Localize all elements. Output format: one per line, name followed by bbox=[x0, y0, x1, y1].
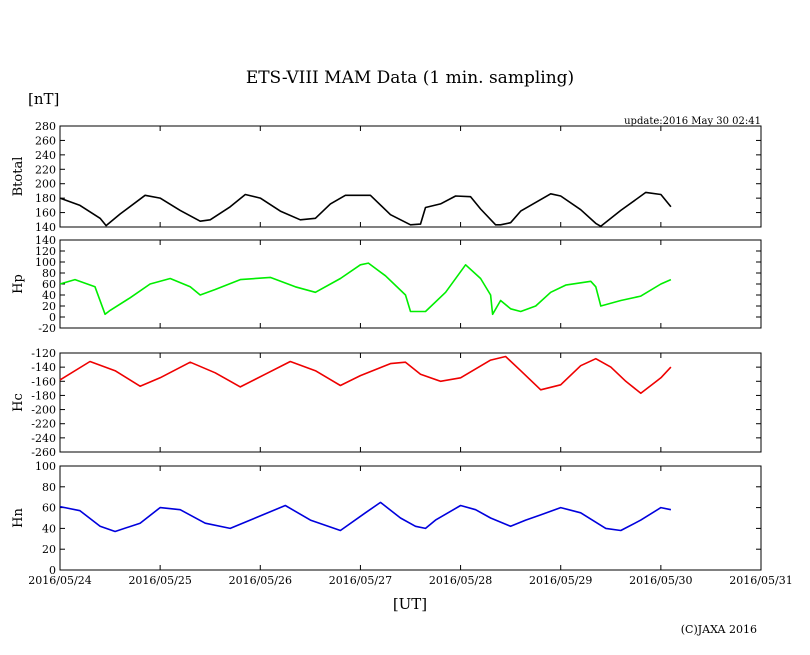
y-unit-label: [nT] bbox=[28, 90, 59, 108]
y-tick-label: 100 bbox=[35, 460, 56, 473]
y-tick-label: 80 bbox=[42, 481, 56, 494]
y-tick-label: 220 bbox=[35, 163, 56, 176]
panel-frame-hp bbox=[59, 239, 762, 329]
chart-title: ETS-VIII MAM Data (1 min. sampling) bbox=[246, 68, 574, 88]
x-tick-label: 2016/05/31 bbox=[729, 574, 792, 587]
panel-frame-hn bbox=[59, 465, 762, 571]
y-tick-label: 180 bbox=[35, 192, 56, 205]
panel-label-hc: Hc bbox=[11, 393, 26, 412]
y-tick-label: 240 bbox=[35, 149, 56, 162]
x-axis-label: [UT] bbox=[393, 595, 427, 613]
y-tick-label: 40 bbox=[42, 289, 56, 302]
y-tick-label: 200 bbox=[35, 178, 56, 191]
panel-frame-btotal bbox=[59, 125, 762, 228]
y-tick-label: -20 bbox=[38, 322, 56, 335]
series-line-hc bbox=[59, 355, 672, 395]
y-tick-label: 100 bbox=[35, 256, 56, 269]
x-tick-label: 2016/05/26 bbox=[229, 574, 292, 587]
panel-label-hp: Hp bbox=[11, 274, 26, 294]
y-tick-label: 20 bbox=[42, 300, 56, 313]
y-tick-label: 280 bbox=[35, 120, 56, 133]
x-tick-label: 2016/05/28 bbox=[429, 574, 492, 587]
series-line-hn bbox=[59, 501, 672, 533]
panel-frame-hc bbox=[59, 352, 762, 453]
series-line-hp bbox=[59, 262, 672, 316]
y-tick-label: 60 bbox=[42, 278, 56, 291]
y-tick-label: -240 bbox=[31, 432, 56, 445]
y-tick-label: 140 bbox=[35, 221, 56, 234]
y-tick-label: -260 bbox=[31, 446, 56, 459]
y-tick-label: -200 bbox=[31, 404, 56, 417]
y-tick-label: -180 bbox=[31, 389, 56, 402]
panel-label-btotal: Btotal bbox=[11, 157, 26, 197]
y-tick-label: -140 bbox=[31, 361, 56, 374]
y-tick-label: 20 bbox=[42, 543, 56, 556]
x-tick-label: 2016/05/29 bbox=[529, 574, 592, 587]
update-label: update:2016 May 30 02:41 bbox=[624, 116, 761, 127]
panel-label-hn: Hn bbox=[11, 508, 26, 528]
y-tick-label: -160 bbox=[31, 375, 56, 388]
x-tick-label: 2016/05/25 bbox=[128, 574, 191, 587]
copyright-label: (C)JAXA 2016 bbox=[681, 623, 757, 636]
y-tick-label: 80 bbox=[42, 267, 56, 280]
x-tick-label: 2016/05/24 bbox=[28, 574, 91, 587]
y-tick-label: 40 bbox=[42, 522, 56, 535]
x-tick-label: 2016/05/27 bbox=[329, 574, 392, 587]
y-tick-label: 140 bbox=[35, 234, 56, 247]
y-tick-label: 160 bbox=[35, 207, 56, 220]
y-tick-label: 260 bbox=[35, 134, 56, 147]
series-line-btotal bbox=[59, 191, 672, 228]
y-tick-label: 0 bbox=[49, 311, 56, 324]
x-tick-label: 2016/05/30 bbox=[629, 574, 692, 587]
y-tick-label: 60 bbox=[42, 502, 56, 515]
y-tick-label: -120 bbox=[31, 347, 56, 360]
y-tick-label: -220 bbox=[31, 418, 56, 431]
y-tick-label: 120 bbox=[35, 245, 56, 258]
y-tick-label: 0 bbox=[49, 564, 56, 577]
